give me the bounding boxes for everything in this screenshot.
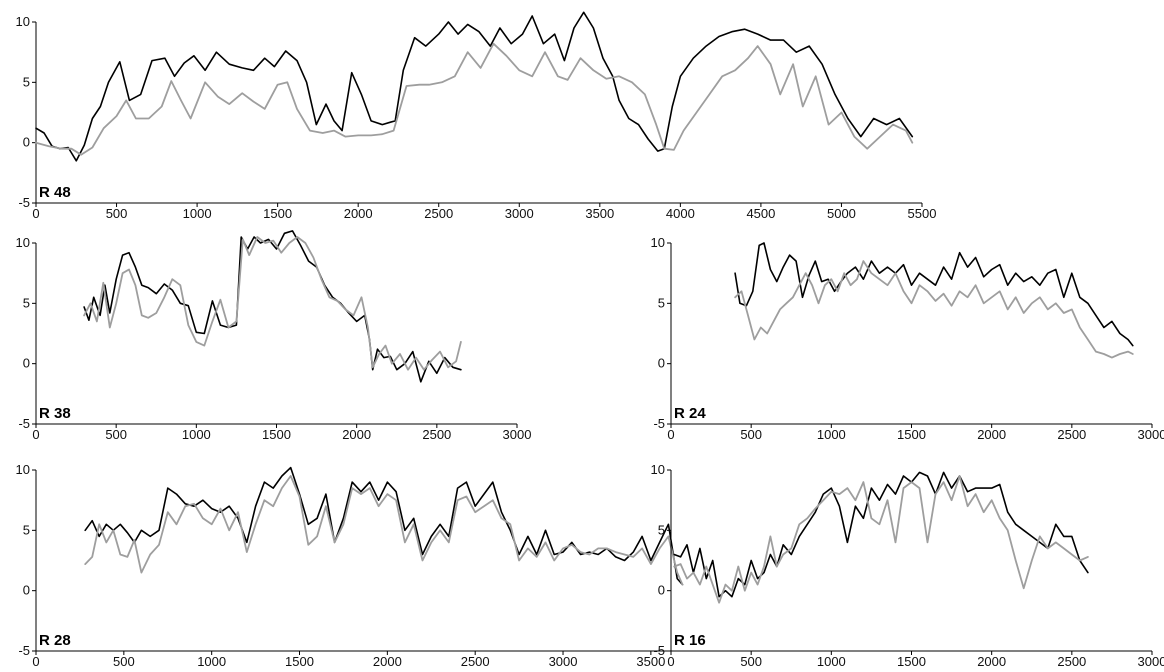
y-tick-label: 10 — [651, 235, 665, 250]
x-tick-label: 2500 — [1057, 654, 1086, 669]
x-tick-label: 3500 — [585, 206, 614, 221]
x-tick-label: 500 — [113, 654, 135, 669]
x-tick-label: 0 — [667, 427, 674, 442]
panel-label: R 24 — [674, 405, 706, 422]
y-tick-label: 10 — [651, 462, 665, 477]
x-tick-label: 1500 — [263, 206, 292, 221]
x-tick-label: 0 — [32, 654, 39, 669]
y-tick-label: -5 — [18, 195, 30, 210]
x-tick-label: 2500 — [1057, 427, 1086, 442]
y-tick-label: 5 — [658, 522, 665, 537]
x-tick-label: 2000 — [344, 206, 373, 221]
x-tick-label: 2000 — [373, 654, 402, 669]
x-tick-label: 5500 — [908, 206, 937, 221]
x-tick-label: 0 — [32, 427, 39, 442]
y-tick-label: 5 — [23, 74, 30, 89]
y-tick-label: 0 — [23, 356, 30, 371]
y-tick-label: 0 — [658, 356, 665, 371]
series-line-gray — [673, 475, 1089, 604]
x-tick-label: 2500 — [461, 654, 490, 669]
panel-label: R 48 — [39, 184, 71, 201]
x-tick-label: 1000 — [817, 654, 846, 669]
x-tick-label: 4500 — [746, 206, 775, 221]
x-tick-label: 3500 — [636, 654, 665, 669]
x-tick-label: 1500 — [897, 427, 926, 442]
y-tick-label: -5 — [653, 643, 665, 658]
series-line-gray — [35, 42, 914, 156]
x-tick-label: 500 — [106, 206, 128, 221]
panel-label: R 16 — [674, 632, 706, 649]
series-line-gray — [734, 260, 1134, 359]
y-tick-label: 0 — [23, 583, 30, 598]
x-tick-label: 2000 — [977, 654, 1006, 669]
panel-r48: 0 500 1000 1500 2000 2500 3000 3500 4000 4500 5000… — [16, 11, 937, 221]
x-tick-label: 1000 — [182, 427, 211, 442]
panel-label: R 28 — [39, 632, 71, 649]
x-tick-label: 500 — [740, 427, 762, 442]
x-tick-label: 2000 — [342, 427, 371, 442]
x-tick-label: 3000 — [1138, 654, 1164, 669]
series-line-gray — [83, 236, 462, 371]
x-tick-label: 1000 — [817, 427, 846, 442]
x-tick-label: 3000 — [505, 206, 534, 221]
x-tick-label: 1500 — [897, 654, 926, 669]
y-tick-label: 5 — [658, 295, 665, 310]
x-tick-label: 5000 — [827, 206, 856, 221]
x-tick-label: 3000 — [503, 427, 532, 442]
x-tick-label: 2500 — [422, 427, 451, 442]
x-tick-label: 500 — [105, 427, 127, 442]
x-tick-label: 500 — [740, 654, 762, 669]
series-line-black — [35, 11, 914, 162]
panel-label: R 38 — [39, 405, 71, 422]
x-tick-label: 1000 — [197, 654, 226, 669]
y-tick-label: 0 — [658, 583, 665, 598]
series-line-black — [734, 242, 1134, 347]
x-tick-label: 1500 — [262, 427, 291, 442]
x-tick-label: 3000 — [1138, 427, 1164, 442]
y-tick-label: 10 — [16, 235, 30, 250]
x-tick-label: 4000 — [666, 206, 695, 221]
y-tick-label: 5 — [23, 295, 30, 310]
x-tick-label: 1000 — [183, 206, 212, 221]
series-line-black — [84, 466, 684, 586]
y-tick-label: 5 — [23, 522, 30, 537]
series-line-black — [83, 230, 462, 383]
x-tick-label: 2500 — [424, 206, 453, 221]
y-tick-label: -5 — [653, 416, 665, 431]
y-tick-label: 10 — [16, 14, 30, 29]
y-tick-label: 0 — [23, 135, 30, 150]
x-tick-label: 0 — [32, 206, 39, 221]
y-tick-label: -5 — [18, 416, 30, 431]
x-tick-label: 1500 — [285, 654, 314, 669]
x-tick-label: 3000 — [549, 654, 578, 669]
y-tick-label: -5 — [18, 643, 30, 658]
x-tick-label: 2000 — [977, 427, 1006, 442]
x-tick-label: 0 — [667, 654, 674, 669]
y-tick-label: 10 — [16, 462, 30, 477]
series-line-gray — [84, 475, 684, 586]
